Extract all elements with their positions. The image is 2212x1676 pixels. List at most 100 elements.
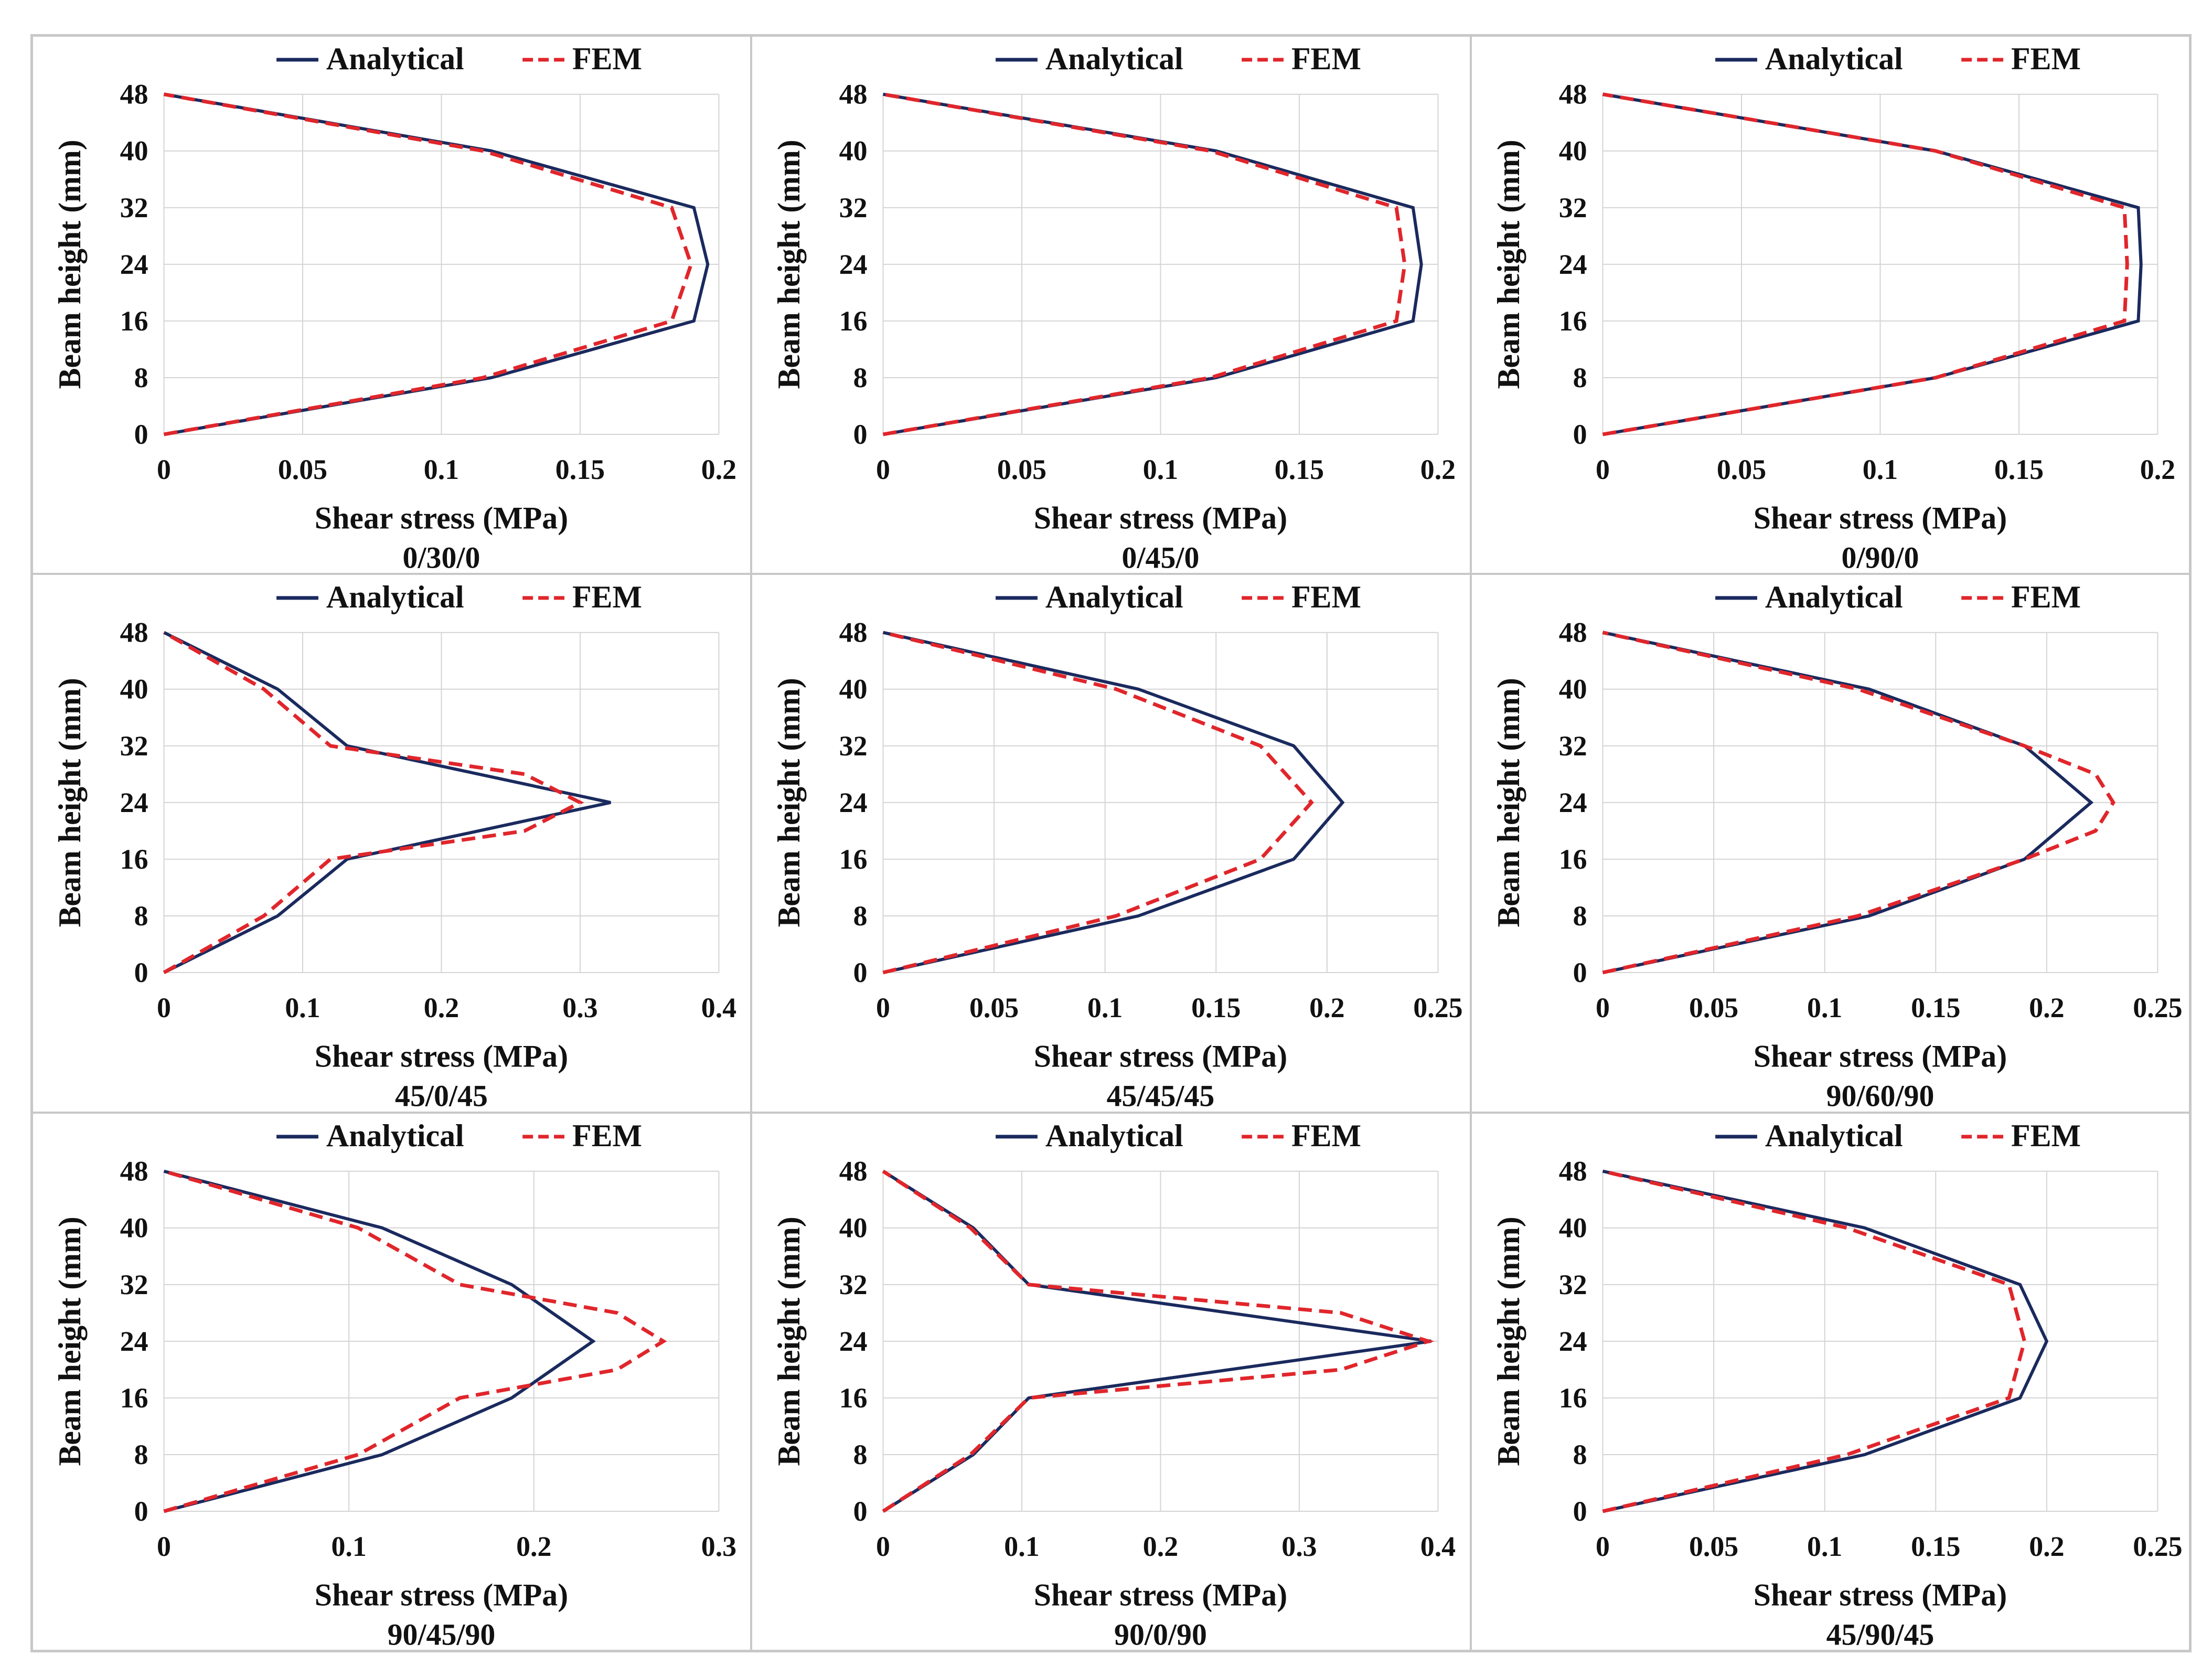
y-axis-title: Beam height (mm) (52, 1216, 87, 1466)
y-tick-label: 32 (120, 192, 148, 223)
legend-label-analytical: Analytical (326, 1118, 464, 1153)
legend: Analytical FEM (1715, 580, 2081, 614)
y-tick-label: 32 (1558, 1268, 1587, 1300)
x-axis-title: Shear stress (MPa) (1034, 501, 1287, 536)
legend: Analytical FEM (276, 1118, 642, 1153)
x-tick-label: 0.2 (1143, 1530, 1178, 1562)
x-axis-title: Shear stress (MPa) (1034, 1577, 1287, 1612)
y-tick-label: 32 (120, 1268, 148, 1300)
y-tick-label: 16 (1558, 305, 1587, 337)
series-line-fem (882, 1169, 1435, 1513)
x-tick-label: 0.25 (2133, 1530, 2182, 1562)
y-tick-label: 40 (120, 1212, 148, 1243)
x-tick-label: 0.15 (1275, 454, 1324, 485)
legend: Analytical FEM (1715, 41, 2081, 76)
x-tick-label: 0.1 (1005, 1530, 1040, 1562)
x-tick-label: 0.1 (1143, 454, 1178, 485)
legend-label-analytical: Analytical (1765, 1118, 1903, 1153)
y-tick-label: 8 (134, 1439, 148, 1470)
series-line-analytical (1602, 631, 2093, 975)
chart-caption: 90/60/90 (1826, 1079, 1934, 1112)
chart-caption: 45/45/45 (1107, 1079, 1215, 1112)
y-tick-label: 40 (839, 1212, 868, 1243)
y-tick-label: 32 (839, 730, 868, 762)
y-tick-label: 8 (1573, 1439, 1587, 1470)
y-tick-label: 8 (853, 362, 868, 393)
legend-label-analytical: Analytical (326, 580, 464, 614)
y-axis-title: Beam height (mm) (52, 678, 87, 927)
x-tick-label: 0.05 (1689, 1530, 1738, 1562)
x-tick-label: 0.25 (1414, 992, 1463, 1023)
legend-label-fem: FEM (2011, 1118, 2081, 1153)
x-tick-label: 0.05 (997, 454, 1046, 485)
y-tick-label: 16 (120, 844, 148, 875)
chart-panel-6: 0 0.05 0.1 0.15 0.2 0.25 0 8 16 24 32 40 48 Analytica… (1470, 574, 2190, 1113)
x-tick-label: 0.2 (2029, 992, 2064, 1023)
y-tick-label: 24 (839, 249, 868, 280)
x-axis-title: Shear stress (MPa) (1753, 501, 2006, 536)
y-tick-label: 16 (839, 844, 868, 875)
chart-svg: 0 0.05 0.1 0.15 0.2 0 8 16 24 32 40 48 Analytical FEM… (52, 41, 736, 573)
y-tick-label: 16 (839, 305, 868, 337)
y-tick-label: 40 (1558, 1212, 1587, 1243)
y-tick-label: 40 (120, 135, 148, 167)
legend-label-fem: FEM (572, 580, 642, 614)
y-tick-label: 8 (134, 900, 148, 932)
y-axis-title: Beam height (mm) (772, 1216, 806, 1466)
y-tick-label: 16 (1558, 844, 1587, 875)
y-axis-title: Beam height (mm) (1491, 1216, 1525, 1466)
chart-caption: 0/30/0 (403, 540, 480, 573)
chart-svg: 0 0.05 0.1 0.15 0.2 0.25 0 8 16 24 32 40 48 Analytica… (1491, 580, 2182, 1112)
y-tick-label: 16 (120, 305, 148, 337)
y-tick-label: 48 (839, 79, 868, 110)
x-axis-title: Shear stress (MPa) (1753, 1577, 2006, 1612)
legend-label-analytical: Analytical (1765, 41, 1903, 76)
legend-label-analytical: Analytical (326, 41, 464, 76)
chart-caption: 0/45/0 (1122, 540, 1200, 573)
x-tick-label: 0.15 (1191, 992, 1241, 1023)
chart-svg: 0 0.1 0.2 0.3 0 8 16 24 32 40 48 Analytical FEM Shear… (52, 1118, 736, 1650)
y-tick-label: 32 (1558, 730, 1587, 762)
y-tick-label: 0 (853, 957, 868, 988)
x-tick-label: 0.05 (969, 992, 1019, 1023)
x-tick-label: 0.1 (1807, 1530, 1842, 1562)
legend-label-fem: FEM (2011, 580, 2081, 614)
legend: Analytical FEM (996, 580, 1361, 614)
chart-caption: 45/0/45 (395, 1079, 488, 1112)
x-tick-label: 0.2 (1420, 454, 1456, 485)
x-tick-label: 0.2 (2029, 1530, 2064, 1562)
chart-svg: 0 0.05 0.1 0.15 0.2 0.25 0 8 16 24 32 40 48 Analytica… (1491, 1118, 2182, 1650)
y-tick-label: 24 (120, 249, 148, 280)
legend-label-analytical: Analytical (1045, 1118, 1183, 1153)
chart-caption: 45/90/45 (1826, 1617, 1934, 1650)
series-line-fem (883, 631, 1315, 975)
y-tick-label: 0 (134, 957, 148, 988)
x-tick-label: 0 (1596, 1530, 1610, 1562)
legend-label-fem: FEM (1291, 41, 1361, 76)
y-tick-label: 0 (134, 1496, 148, 1527)
y-tick-label: 48 (120, 1155, 148, 1187)
y-axis-title: Beam height (mm) (52, 140, 87, 389)
x-axis-title: Shear stress (MPa) (1753, 1039, 2006, 1074)
chart-panel-7: 0 0.1 0.2 0.3 0 8 16 24 32 40 48 Analytical FEM Shear… (32, 1112, 752, 1651)
legend-label-fem: FEM (1291, 1118, 1361, 1153)
y-tick-label: 40 (120, 674, 148, 705)
series-line-analytical (1602, 1169, 2048, 1513)
x-tick-label: 0.2 (2140, 454, 2175, 485)
chart-panel-8: 0 0.1 0.2 0.3 0.4 0 8 16 24 32 40 48 Analytical FEM Sh… (751, 1112, 1471, 1651)
series-line-fem (163, 92, 693, 436)
series-line-fem (163, 1169, 667, 1513)
y-tick-label: 48 (1558, 617, 1587, 648)
y-tick-label: 40 (839, 674, 868, 705)
x-tick-label: 0.1 (1087, 992, 1123, 1023)
x-tick-label: 0.1 (285, 992, 320, 1023)
chart-caption: 90/0/90 (1114, 1617, 1207, 1650)
x-axis-title: Shear stress (MPa) (1034, 1039, 1287, 1074)
y-tick-label: 40 (839, 135, 868, 167)
chart-panel-3: 0 0.05 0.1 0.15 0.2 0 8 16 24 32 40 48 Analytical FEM… (1470, 36, 2190, 574)
chart-caption: 0/90/0 (1841, 540, 1919, 573)
y-tick-label: 24 (120, 787, 148, 818)
y-tick-label: 0 (1573, 957, 1587, 988)
x-tick-label: 0 (876, 454, 890, 485)
chart-svg: 0 0.05 0.1 0.15 0.2 0 8 16 24 32 40 48 Analytical FEM… (772, 41, 1456, 573)
